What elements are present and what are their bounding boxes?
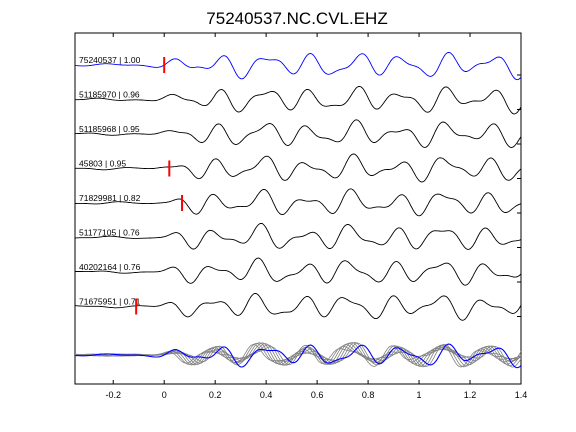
trace-line	[74, 293, 522, 321]
x-tick-label: 1.4	[515, 390, 528, 400]
plot-frame	[74, 32, 522, 385]
x-tick-label: 0.4	[260, 390, 273, 400]
trace-line	[75, 51, 522, 81]
trace-label: 51185968 | 0.95	[79, 124, 140, 134]
trace-label: 71675951 | 0.71	[79, 297, 141, 307]
trace-label: 51177105 | 0.76	[79, 228, 140, 238]
trace-label: 75240537 | 1.00	[79, 55, 141, 65]
x-tick-label: 1	[417, 390, 422, 400]
x-tick-label: -0.2	[105, 390, 121, 400]
trace-line	[75, 119, 522, 148]
trace-line	[75, 188, 522, 217]
trace-line	[75, 153, 522, 183]
x-tick-label: 0.6	[311, 390, 324, 400]
trace-label: 45803 | 0.95	[79, 159, 126, 169]
overlay-group	[74, 342, 522, 369]
trace-label: 51185970 | 0.96	[79, 90, 140, 100]
trace-label: 40202164 | 0.76	[79, 262, 141, 272]
chart-title: 75240537.NC.CVL.EHZ	[206, 9, 387, 28]
trace-label: 71829981 | 0.82	[79, 193, 141, 203]
traces-group: 75240537 | 1.00 51185970 | 0.96 51185968 |…	[74, 51, 522, 321]
x-tick-label: 1.2	[464, 390, 477, 400]
overlay-trace	[74, 343, 522, 368]
overlay-reference-trace	[74, 343, 522, 369]
trace-line	[75, 86, 522, 115]
trace-line	[75, 222, 522, 250]
x-tick-label: 0.2	[209, 390, 222, 400]
x-tick-label: 0.8	[362, 390, 375, 400]
x-tick-label: 0	[162, 390, 167, 400]
x-axis: -0.2 0 0.2 0.4 0.6 0.8 1 1.2 1.4	[105, 33, 527, 400]
trace-line	[75, 257, 522, 286]
